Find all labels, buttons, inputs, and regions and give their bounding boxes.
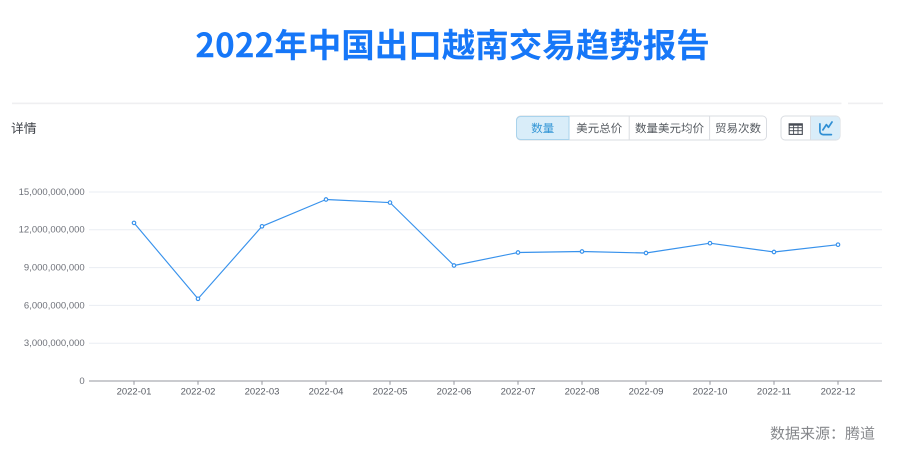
- svg-text:12,000,000,000: 12,000,000,000: [19, 225, 85, 236]
- svg-text:2022-09: 2022-09: [629, 387, 664, 398]
- svg-text:2022-07: 2022-07: [501, 387, 536, 398]
- svg-text:3,000,000,000: 3,000,000,000: [24, 338, 85, 349]
- svg-text:2022-01: 2022-01: [117, 387, 152, 398]
- svg-text:2022-03: 2022-03: [245, 387, 280, 398]
- svg-text:15,000,000,000: 15,000,000,000: [19, 187, 85, 198]
- svg-text:9,000,000,000: 9,000,000,000: [24, 263, 85, 274]
- svg-text:2022-11: 2022-11: [757, 387, 791, 398]
- svg-text:2022-04: 2022-04: [309, 387, 344, 398]
- svg-text:2022-02: 2022-02: [181, 387, 216, 398]
- svg-text:2022-10: 2022-10: [693, 387, 728, 398]
- svg-text:0: 0: [79, 376, 84, 387]
- svg-text:2022-08: 2022-08: [565, 387, 600, 398]
- svg-text:2022-12: 2022-12: [821, 387, 856, 398]
- svg-text:2022-06: 2022-06: [437, 387, 472, 398]
- svg-text:6,000,000,000: 6,000,000,000: [24, 300, 85, 311]
- svg-text:2022-05: 2022-05: [373, 387, 408, 398]
